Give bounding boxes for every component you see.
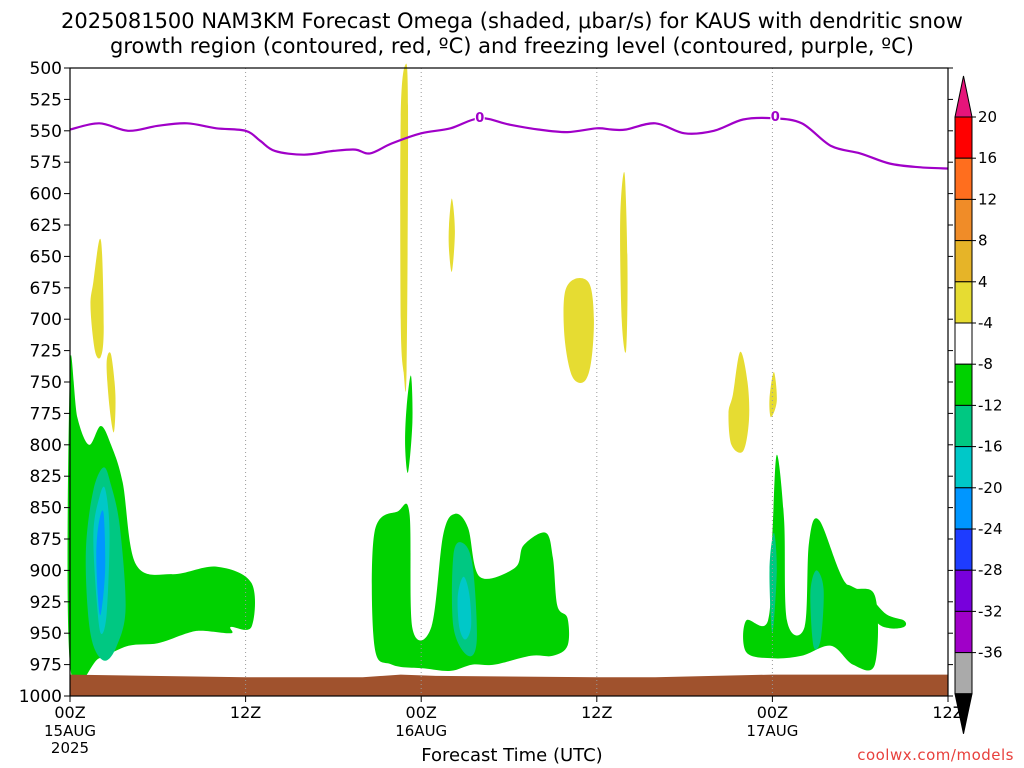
credit-link[interactable]: coolwx.com/models bbox=[857, 746, 1014, 764]
colorbar-swatch bbox=[954, 652, 973, 695]
y-tick-label: 925 bbox=[30, 593, 62, 613]
y-tick-label: 700 bbox=[30, 310, 62, 330]
colorbar-label: -20 bbox=[978, 479, 1003, 497]
y-tick-label: 575 bbox=[30, 153, 62, 173]
colorbar-label: -24 bbox=[978, 520, 1003, 538]
colorbar-swatch bbox=[954, 116, 973, 159]
freezing-level-label: 0 bbox=[475, 111, 484, 126]
ground-fill bbox=[70, 674, 948, 696]
freezing-level-label: 0 bbox=[771, 110, 780, 125]
x-tick-label: 12Z bbox=[932, 703, 963, 722]
omega-region-12 bbox=[90, 238, 104, 359]
colorbar-swatch bbox=[954, 198, 973, 242]
y-tick-label: 950 bbox=[30, 624, 62, 644]
omega-region-18 bbox=[728, 351, 750, 453]
colorbar-swatch bbox=[954, 487, 973, 530]
x-tick-date: 15AUG bbox=[44, 722, 96, 740]
y-tick-label: 875 bbox=[30, 530, 62, 550]
colorbar-label: -8 bbox=[978, 355, 993, 373]
x-tick-label: 12Z bbox=[230, 703, 261, 722]
x-tick-date: 17AUG bbox=[746, 722, 798, 740]
omega-region-6 bbox=[457, 576, 472, 640]
omega-region-10 bbox=[769, 532, 777, 634]
x-tick-label: 00Z bbox=[54, 703, 85, 722]
freezing-level-line bbox=[69, 116, 949, 170]
omega-region-13 bbox=[106, 352, 116, 433]
y-tick-label: 900 bbox=[30, 561, 62, 581]
y-tick-label: 625 bbox=[30, 216, 62, 236]
chart-title: 2025081500 NAM3KM Forecast Omega (shaded… bbox=[61, 9, 963, 33]
chart-subtitle: growth region (contoured, red, ºC) and f… bbox=[110, 34, 914, 58]
omega-region-11 bbox=[810, 570, 824, 650]
colorbar-label: 8 bbox=[978, 232, 988, 250]
omega-region-3 bbox=[96, 510, 106, 616]
y-tick-label: 550 bbox=[30, 122, 62, 142]
x-tick-label: 00Z bbox=[757, 703, 788, 722]
y-tick-label: 600 bbox=[30, 185, 62, 205]
y-tick-label: 750 bbox=[30, 373, 62, 393]
omega-region-8 bbox=[743, 454, 879, 671]
colorbar-label: -32 bbox=[978, 602, 1003, 620]
omega-region-19 bbox=[769, 371, 777, 418]
colorbar-label: -12 bbox=[978, 396, 1003, 414]
colorbar-swatch bbox=[954, 157, 973, 200]
y-tick-label: 650 bbox=[30, 247, 62, 267]
colorbar-label: 4 bbox=[978, 273, 988, 291]
omega-region-17 bbox=[620, 172, 628, 353]
colorbar-swatch bbox=[954, 281, 973, 324]
y-tick-label: 525 bbox=[30, 90, 62, 110]
omega-region-15 bbox=[448, 198, 455, 272]
y-tick-label: 775 bbox=[30, 404, 62, 424]
colorbar-top-arrow bbox=[954, 75, 973, 118]
x-tick-year: 2025 bbox=[51, 739, 89, 757]
y-tick-label: 1000 bbox=[19, 687, 62, 707]
x-axis-label: Forecast Time (UTC) bbox=[421, 745, 603, 766]
colorbar-swatch bbox=[954, 446, 973, 489]
freezing-label-bg bbox=[770, 108, 781, 123]
colorbar-swatch bbox=[954, 404, 973, 448]
y-tick-label: 500 bbox=[30, 59, 62, 79]
omega-region-14 bbox=[400, 63, 409, 392]
omega-region-9 bbox=[845, 584, 907, 629]
x-tick-date: 16AUG bbox=[395, 722, 447, 740]
colorbar-label: 16 bbox=[978, 149, 997, 167]
freezing-label-bg bbox=[474, 110, 485, 125]
y-tick-label: 675 bbox=[30, 279, 62, 299]
y-tick-label: 975 bbox=[30, 656, 62, 676]
y-tick-label: 725 bbox=[30, 342, 62, 362]
colorbar-swatch bbox=[954, 569, 973, 612]
colorbar-swatch bbox=[954, 363, 973, 406]
x-tick-label: 00Z bbox=[406, 703, 437, 722]
colorbar-label: 20 bbox=[978, 108, 997, 126]
y-tick-label: 850 bbox=[30, 499, 62, 519]
colorbar-swatch bbox=[954, 322, 973, 365]
y-tick-label: 800 bbox=[30, 436, 62, 456]
colorbar-label: 12 bbox=[978, 190, 997, 208]
omega-region-16 bbox=[563, 278, 594, 383]
omega-region-7 bbox=[405, 375, 413, 473]
colorbar-label: -36 bbox=[978, 644, 1003, 662]
colorbar-swatch bbox=[954, 610, 973, 654]
colorbar-label: -28 bbox=[978, 561, 1003, 579]
colorbar-swatch bbox=[954, 528, 973, 571]
colorbar-label: -4 bbox=[978, 314, 993, 332]
x-tick-label: 12Z bbox=[581, 703, 612, 722]
colorbar-bottom-arrow bbox=[954, 693, 973, 734]
colorbar-swatch bbox=[954, 240, 973, 283]
colorbar-label: -16 bbox=[978, 438, 1003, 456]
y-tick-label: 825 bbox=[30, 467, 62, 487]
